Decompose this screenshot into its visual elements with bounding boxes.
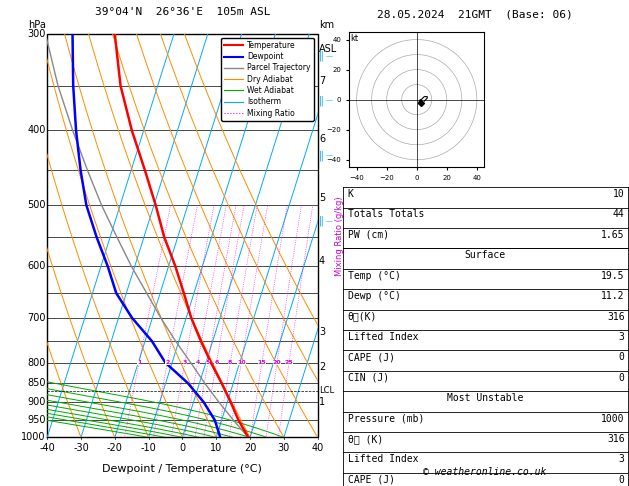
Text: -20: -20: [107, 443, 123, 453]
Text: 20: 20: [273, 360, 281, 365]
Text: 8: 8: [228, 360, 233, 365]
Text: 850: 850: [27, 378, 46, 388]
Text: 6: 6: [214, 360, 219, 365]
Text: 3: 3: [619, 332, 625, 342]
Text: 700: 700: [27, 313, 46, 323]
Text: ‖: ‖: [318, 95, 323, 106]
Text: 28.05.2024  21GMT  (Base: 06): 28.05.2024 21GMT (Base: 06): [377, 10, 573, 20]
Text: ‖: ‖: [318, 216, 323, 226]
Text: 2: 2: [319, 362, 325, 372]
Text: 5: 5: [319, 193, 325, 204]
Text: CIN (J): CIN (J): [348, 373, 389, 383]
Text: Mixing Ratio (g/kg): Mixing Ratio (g/kg): [335, 196, 344, 276]
Text: 3: 3: [619, 454, 625, 465]
Text: 0: 0: [179, 443, 186, 453]
Text: 600: 600: [28, 261, 46, 271]
Text: Dewpoint / Temperature (°C): Dewpoint / Temperature (°C): [103, 464, 262, 474]
Text: 6: 6: [319, 134, 325, 144]
Text: Dewp (°C): Dewp (°C): [348, 291, 401, 301]
Text: 3: 3: [319, 327, 325, 337]
Text: 3: 3: [182, 360, 187, 365]
Text: -30: -30: [73, 443, 89, 453]
Legend: Temperature, Dewpoint, Parcel Trajectory, Dry Adiabat, Wet Adiabat, Isotherm, Mi: Temperature, Dewpoint, Parcel Trajectory…: [221, 38, 314, 121]
Text: 800: 800: [28, 358, 46, 367]
Text: 19.5: 19.5: [601, 271, 625, 281]
Text: —: —: [326, 153, 333, 158]
Text: km: km: [319, 20, 334, 30]
Text: 15: 15: [257, 360, 266, 365]
Text: 900: 900: [28, 397, 46, 407]
Text: 4: 4: [319, 256, 325, 266]
Text: —: —: [326, 218, 333, 224]
Text: 7: 7: [319, 76, 325, 86]
Text: 300: 300: [28, 29, 46, 39]
Text: LCL: LCL: [319, 386, 334, 395]
Text: ‖: ‖: [318, 150, 323, 161]
Text: Pressure (mb): Pressure (mb): [348, 414, 424, 424]
Text: 1: 1: [137, 360, 142, 365]
Text: 5: 5: [206, 360, 210, 365]
Text: 1000: 1000: [21, 433, 46, 442]
Text: 4: 4: [196, 360, 200, 365]
Text: 316: 316: [607, 434, 625, 444]
Text: 316: 316: [607, 312, 625, 322]
Text: 1000: 1000: [601, 414, 625, 424]
Text: Surface: Surface: [465, 250, 506, 260]
Text: CAPE (J): CAPE (J): [348, 352, 395, 363]
Text: 25: 25: [285, 360, 293, 365]
Text: Lifted Index: Lifted Index: [348, 454, 418, 465]
Text: kt: kt: [350, 34, 359, 42]
Text: Totals Totals: Totals Totals: [348, 209, 424, 220]
Text: 39°04'N  26°36'E  105m ASL: 39°04'N 26°36'E 105m ASL: [94, 7, 270, 17]
Text: PW (cm): PW (cm): [348, 230, 389, 240]
Text: 2: 2: [165, 360, 170, 365]
Text: -40: -40: [39, 443, 55, 453]
Text: 20: 20: [244, 443, 256, 453]
Text: -10: -10: [141, 443, 157, 453]
Text: 10: 10: [210, 443, 222, 453]
Text: Most Unstable: Most Unstable: [447, 393, 523, 403]
Text: Temp (°C): Temp (°C): [348, 271, 401, 281]
Text: θᴇ (K): θᴇ (K): [348, 434, 383, 444]
Text: ASL: ASL: [319, 44, 337, 54]
Text: —: —: [326, 53, 333, 59]
Text: 500: 500: [27, 200, 46, 210]
Text: —: —: [326, 98, 333, 104]
Text: θᴇ(K): θᴇ(K): [348, 312, 377, 322]
Text: 40: 40: [311, 443, 324, 453]
Text: 0: 0: [619, 475, 625, 485]
Text: 0: 0: [619, 373, 625, 383]
Text: 950: 950: [27, 415, 46, 425]
Text: Lifted Index: Lifted Index: [348, 332, 418, 342]
Text: K: K: [348, 189, 353, 199]
Text: ‖: ‖: [318, 51, 323, 61]
Text: 44: 44: [613, 209, 625, 220]
Text: 400: 400: [28, 125, 46, 136]
Text: 10: 10: [237, 360, 245, 365]
Text: CAPE (J): CAPE (J): [348, 475, 395, 485]
Text: 10: 10: [613, 189, 625, 199]
Text: 1.65: 1.65: [601, 230, 625, 240]
Text: 0: 0: [619, 352, 625, 363]
Text: hPa: hPa: [28, 20, 46, 30]
Text: © weatheronline.co.uk: © weatheronline.co.uk: [423, 467, 546, 477]
Text: 1: 1: [319, 397, 325, 407]
Text: 11.2: 11.2: [601, 291, 625, 301]
Text: 30: 30: [278, 443, 290, 453]
